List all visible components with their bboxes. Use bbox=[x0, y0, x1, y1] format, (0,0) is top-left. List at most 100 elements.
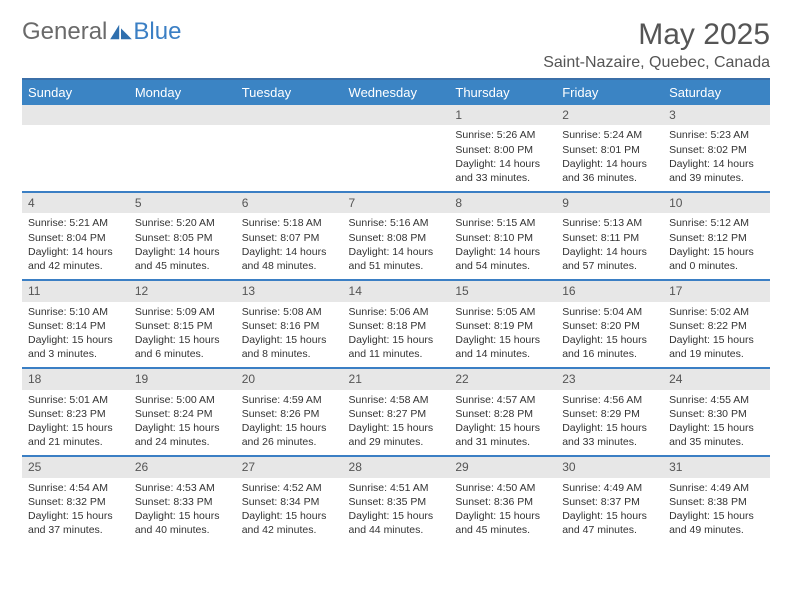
calendar-cell: 2Sunrise: 5:24 AMSunset: 8:01 PMDaylight… bbox=[556, 105, 663, 192]
cell-body: Sunrise: 4:52 AMSunset: 8:34 PMDaylight:… bbox=[236, 478, 343, 544]
cell-body: Sunrise: 4:49 AMSunset: 8:37 PMDaylight:… bbox=[556, 478, 663, 544]
cell-body: Sunrise: 5:20 AMSunset: 8:05 PMDaylight:… bbox=[129, 213, 236, 279]
cell-body: Sunrise: 5:16 AMSunset: 8:08 PMDaylight:… bbox=[343, 213, 450, 279]
brand-name-part1: General bbox=[22, 18, 107, 46]
date-number: 8 bbox=[449, 193, 556, 213]
calendar-cell: 24Sunrise: 4:55 AMSunset: 8:30 PMDayligh… bbox=[663, 368, 770, 456]
calendar-cell: 13Sunrise: 5:08 AMSunset: 8:16 PMDayligh… bbox=[236, 280, 343, 368]
sunrise-text: Sunrise: 5:06 AM bbox=[349, 305, 444, 319]
sunset-text: Sunset: 8:29 PM bbox=[562, 407, 657, 421]
daylight-text: Daylight: 15 hours and 40 minutes. bbox=[135, 509, 230, 537]
date-number: 6 bbox=[236, 193, 343, 213]
sunset-text: Sunset: 8:22 PM bbox=[669, 319, 764, 333]
location-label: Saint-Nazaire, Quebec, Canada bbox=[543, 54, 770, 72]
date-number bbox=[343, 105, 450, 125]
cell-body: Sunrise: 4:55 AMSunset: 8:30 PMDaylight:… bbox=[663, 390, 770, 456]
daylight-text: Daylight: 15 hours and 44 minutes. bbox=[349, 509, 444, 537]
cell-body: Sunrise: 4:49 AMSunset: 8:38 PMDaylight:… bbox=[663, 478, 770, 544]
sunset-text: Sunset: 8:04 PM bbox=[28, 231, 123, 245]
sunset-text: Sunset: 8:28 PM bbox=[455, 407, 550, 421]
daylight-text: Daylight: 15 hours and 35 minutes. bbox=[669, 421, 764, 449]
date-number bbox=[129, 105, 236, 125]
daylight-text: Daylight: 14 hours and 54 minutes. bbox=[455, 245, 550, 273]
daylight-text: Daylight: 14 hours and 45 minutes. bbox=[135, 245, 230, 273]
daylight-text: Daylight: 14 hours and 48 minutes. bbox=[242, 245, 337, 273]
day-header: Friday bbox=[556, 79, 663, 105]
sunset-text: Sunset: 8:07 PM bbox=[242, 231, 337, 245]
month-title: May 2025 bbox=[543, 18, 770, 52]
sunrise-text: Sunrise: 4:54 AM bbox=[28, 481, 123, 495]
date-number: 27 bbox=[236, 457, 343, 477]
calendar-week: 25Sunrise: 4:54 AMSunset: 8:32 PMDayligh… bbox=[22, 456, 770, 543]
sunset-text: Sunset: 8:12 PM bbox=[669, 231, 764, 245]
daylight-text: Daylight: 15 hours and 14 minutes. bbox=[455, 333, 550, 361]
date-number: 19 bbox=[129, 369, 236, 389]
sunrise-text: Sunrise: 5:24 AM bbox=[562, 128, 657, 142]
calendar-cell: 25Sunrise: 4:54 AMSunset: 8:32 PMDayligh… bbox=[22, 456, 129, 543]
daylight-text: Daylight: 15 hours and 3 minutes. bbox=[28, 333, 123, 361]
day-header: Saturday bbox=[663, 79, 770, 105]
daylight-text: Daylight: 15 hours and 42 minutes. bbox=[242, 509, 337, 537]
calendar-week: 18Sunrise: 5:01 AMSunset: 8:23 PMDayligh… bbox=[22, 368, 770, 456]
sunset-text: Sunset: 8:34 PM bbox=[242, 495, 337, 509]
cell-body bbox=[129, 125, 236, 187]
sunrise-text: Sunrise: 4:53 AM bbox=[135, 481, 230, 495]
cell-body: Sunrise: 5:10 AMSunset: 8:14 PMDaylight:… bbox=[22, 302, 129, 368]
sunset-text: Sunset: 8:10 PM bbox=[455, 231, 550, 245]
calendar-cell: 7Sunrise: 5:16 AMSunset: 8:08 PMDaylight… bbox=[343, 192, 450, 280]
cell-body: Sunrise: 5:08 AMSunset: 8:16 PMDaylight:… bbox=[236, 302, 343, 368]
brand-name-part2: Blue bbox=[133, 18, 181, 46]
calendar-cell: 9Sunrise: 5:13 AMSunset: 8:11 PMDaylight… bbox=[556, 192, 663, 280]
day-header: Thursday bbox=[449, 79, 556, 105]
sunrise-text: Sunrise: 4:52 AM bbox=[242, 481, 337, 495]
calendar-cell: 8Sunrise: 5:15 AMSunset: 8:10 PMDaylight… bbox=[449, 192, 556, 280]
daylight-text: Daylight: 14 hours and 51 minutes. bbox=[349, 245, 444, 273]
cell-body: Sunrise: 4:57 AMSunset: 8:28 PMDaylight:… bbox=[449, 390, 556, 456]
sunset-text: Sunset: 8:08 PM bbox=[349, 231, 444, 245]
sunrise-text: Sunrise: 5:16 AM bbox=[349, 216, 444, 230]
date-number: 3 bbox=[663, 105, 770, 125]
calendar-cell: 17Sunrise: 5:02 AMSunset: 8:22 PMDayligh… bbox=[663, 280, 770, 368]
date-number: 28 bbox=[343, 457, 450, 477]
cell-body bbox=[236, 125, 343, 187]
daylight-text: Daylight: 15 hours and 0 minutes. bbox=[669, 245, 764, 273]
daylight-text: Daylight: 15 hours and 6 minutes. bbox=[135, 333, 230, 361]
sunrise-text: Sunrise: 4:49 AM bbox=[562, 481, 657, 495]
daylight-text: Daylight: 15 hours and 49 minutes. bbox=[669, 509, 764, 537]
calendar-cell: 21Sunrise: 4:58 AMSunset: 8:27 PMDayligh… bbox=[343, 368, 450, 456]
calendar-cell: 5Sunrise: 5:20 AMSunset: 8:05 PMDaylight… bbox=[129, 192, 236, 280]
daylight-text: Daylight: 15 hours and 21 minutes. bbox=[28, 421, 123, 449]
sunset-text: Sunset: 8:20 PM bbox=[562, 319, 657, 333]
cell-body: Sunrise: 4:51 AMSunset: 8:35 PMDaylight:… bbox=[343, 478, 450, 544]
daylight-text: Daylight: 14 hours and 42 minutes. bbox=[28, 245, 123, 273]
sunset-text: Sunset: 8:26 PM bbox=[242, 407, 337, 421]
sunrise-text: Sunrise: 4:49 AM bbox=[669, 481, 764, 495]
sunrise-text: Sunrise: 5:01 AM bbox=[28, 393, 123, 407]
calendar-cell: 26Sunrise: 4:53 AMSunset: 8:33 PMDayligh… bbox=[129, 456, 236, 543]
cell-body bbox=[22, 125, 129, 187]
date-number: 7 bbox=[343, 193, 450, 213]
calendar-cell: 23Sunrise: 4:56 AMSunset: 8:29 PMDayligh… bbox=[556, 368, 663, 456]
date-number: 14 bbox=[343, 281, 450, 301]
date-number: 15 bbox=[449, 281, 556, 301]
cell-body: Sunrise: 5:09 AMSunset: 8:15 PMDaylight:… bbox=[129, 302, 236, 368]
sunset-text: Sunset: 8:02 PM bbox=[669, 143, 764, 157]
sunrise-text: Sunrise: 5:12 AM bbox=[669, 216, 764, 230]
date-number: 23 bbox=[556, 369, 663, 389]
calendar-cell: 3Sunrise: 5:23 AMSunset: 8:02 PMDaylight… bbox=[663, 105, 770, 192]
sunset-text: Sunset: 8:27 PM bbox=[349, 407, 444, 421]
sunrise-text: Sunrise: 5:00 AM bbox=[135, 393, 230, 407]
date-number: 29 bbox=[449, 457, 556, 477]
calendar-cell: 19Sunrise: 5:00 AMSunset: 8:24 PMDayligh… bbox=[129, 368, 236, 456]
calendar-cell: 22Sunrise: 4:57 AMSunset: 8:28 PMDayligh… bbox=[449, 368, 556, 456]
date-number: 22 bbox=[449, 369, 556, 389]
sunset-text: Sunset: 8:14 PM bbox=[28, 319, 123, 333]
cell-body: Sunrise: 4:54 AMSunset: 8:32 PMDaylight:… bbox=[22, 478, 129, 544]
cell-body: Sunrise: 5:24 AMSunset: 8:01 PMDaylight:… bbox=[556, 125, 663, 191]
daylight-text: Daylight: 15 hours and 33 minutes. bbox=[562, 421, 657, 449]
date-number: 4 bbox=[22, 193, 129, 213]
cell-body: Sunrise: 4:50 AMSunset: 8:36 PMDaylight:… bbox=[449, 478, 556, 544]
daylight-text: Daylight: 14 hours and 33 minutes. bbox=[455, 157, 550, 185]
title-block: May 2025 Saint-Nazaire, Quebec, Canada bbox=[543, 18, 770, 72]
calendar-cell: 12Sunrise: 5:09 AMSunset: 8:15 PMDayligh… bbox=[129, 280, 236, 368]
